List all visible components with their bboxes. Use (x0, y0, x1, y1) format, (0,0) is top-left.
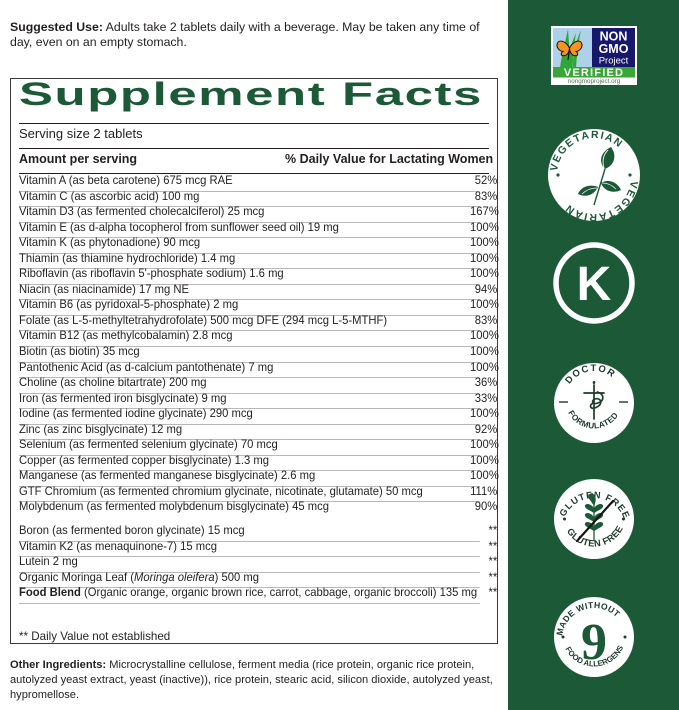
svg-text:Project: Project (598, 56, 628, 67)
svg-text:9: 9 (581, 614, 607, 671)
svg-text:GMO: GMO (598, 42, 628, 56)
svg-text:nongmoproject.org: nongmoproject.org (567, 78, 620, 85)
svg-text:K: K (576, 258, 611, 311)
